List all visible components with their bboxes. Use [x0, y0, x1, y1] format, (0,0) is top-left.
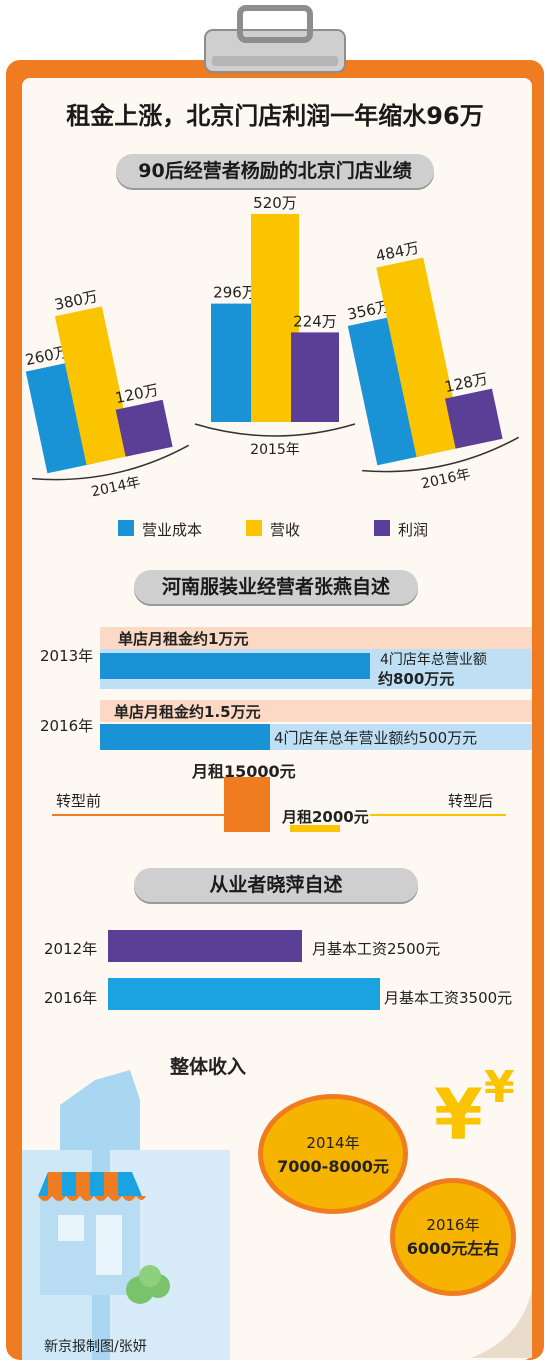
coin-2016-amount: 6000元左右 — [406, 1239, 500, 1258]
bar-label-营收-2015年: 520万 — [253, 194, 297, 212]
coin-2014-year: 2014年 — [306, 1134, 360, 1152]
base-arc-2014年 — [32, 444, 190, 481]
headline: 租金上涨，北京门店利润一年缩水96万 — [66, 102, 484, 130]
bar-group-2015年: 296万 520万 224万 2015年 — [194, 194, 356, 458]
wage-2012-year: 2012年 — [44, 940, 98, 958]
section2-title: 河南服装业经营者张燕自述 — [134, 570, 418, 604]
legend-swatch-cost — [118, 520, 134, 536]
bar-利润-2016年 — [445, 388, 503, 449]
row-2013-year: 2013年 — [40, 647, 94, 665]
credit: 新京报制图/张妍 — [44, 1339, 147, 1355]
row-2016-rent-band — [100, 700, 532, 722]
legend-label-cost: 营业成本 — [142, 521, 203, 539]
before-rent-block — [224, 776, 270, 832]
row-2013-revenue-line2: 约800万元 — [378, 670, 455, 688]
section3-title: 从业者晓萍自述 — [134, 868, 418, 902]
before-rent-label: 月租15000元 — [192, 762, 296, 781]
base-arc-2015年 — [194, 423, 356, 437]
transform-after-label: 转型后 — [448, 792, 494, 810]
row-2013-revenue-bar — [100, 653, 370, 679]
section1-title: 90后经营者杨励的北京门店业绩 — [116, 154, 434, 188]
coin-2016-year: 2016年 — [426, 1216, 480, 1234]
wage-2012-label: 月基本工资2500元 — [312, 940, 441, 958]
row-2016-revenue-text: 4门店年总年营业额约500万元 — [274, 729, 478, 747]
coin-2016-circle — [390, 1178, 516, 1296]
transform-line-right — [370, 814, 506, 816]
row-2016-rent-text: 单店月租金约1.5万元 — [114, 703, 261, 721]
bar-label-利润-2015年: 224万 — [293, 312, 337, 330]
after-rent-block — [290, 824, 340, 832]
bar-营业成本-2016年 — [347, 316, 425, 466]
row-2013-rent-text: 单店月租金约1万元 — [118, 630, 249, 648]
bar-利润-2014年 — [115, 399, 173, 457]
category-label-2014年: 2014年 — [90, 474, 142, 500]
bar-营收-2014年 — [54, 306, 134, 465]
bar-利润-2015年 — [291, 332, 339, 422]
wage-2016-bar — [108, 978, 380, 1010]
category-label-2015年: 2015年 — [250, 442, 300, 458]
overall-income-title: 整体收入 — [170, 1056, 247, 1078]
legend-label-revenue: 营收 — [270, 521, 301, 539]
legend-swatch-profit — [374, 520, 390, 536]
wage-2016-year: 2016年 — [44, 989, 98, 1007]
row-2013-rent-band — [100, 627, 532, 649]
legend-label-profit: 利润 — [398, 521, 429, 539]
legend-swatch-revenue — [246, 520, 262, 536]
transform-before-label: 转型前 — [56, 792, 102, 810]
row-2016-year: 2016年 — [40, 717, 94, 735]
category-label-2016年: 2016年 — [420, 466, 472, 492]
clip-icon — [204, 5, 346, 73]
row-2013-revenue-line1: 4门店年总营业额 — [380, 652, 487, 668]
coin-2014-amount: 7000-8000元 — [277, 1157, 389, 1176]
coin-2014-circle — [258, 1094, 408, 1214]
after-rent-label: 月租2000元 — [282, 808, 369, 826]
wage-2012-bar — [108, 930, 302, 962]
wage-2016-label: 月基本工资3500元 — [384, 989, 513, 1007]
bar-label-营业成本-2015年: 296万 — [213, 284, 257, 302]
transform-line-left — [52, 814, 224, 816]
bar-营收-2016年 — [376, 257, 464, 457]
row-2016-revenue-bar — [100, 724, 270, 750]
cityscape-illustration — [22, 1070, 230, 1360]
base-arc-2016年 — [362, 436, 520, 473]
